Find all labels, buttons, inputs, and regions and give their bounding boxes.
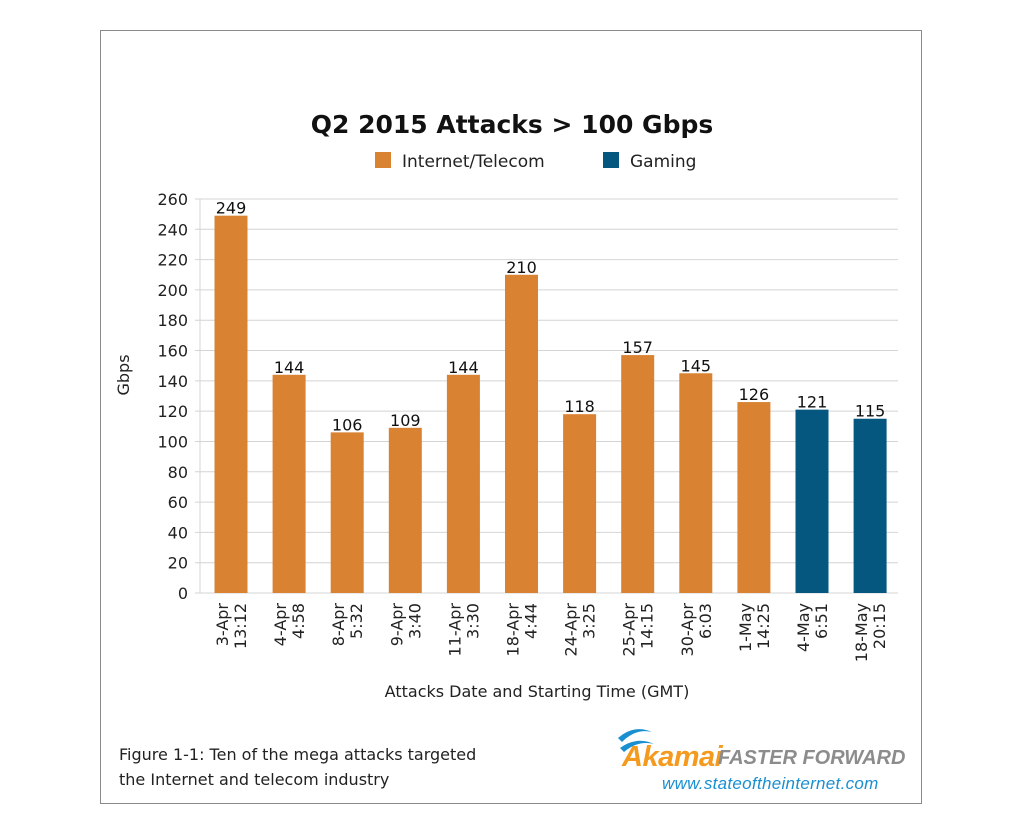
data-label-2: 106	[332, 415, 363, 434]
bar-11	[853, 418, 887, 593]
bar-7	[621, 355, 655, 593]
y-tick-label: 240	[157, 220, 188, 239]
x-tick-label-date: 4-Apr	[271, 603, 290, 647]
x-tick-label-time: 13:12	[231, 603, 250, 649]
legend-label-0: Internet/Telecom	[402, 152, 545, 172]
data-label-1: 144	[274, 358, 305, 377]
y-tick-label: 140	[157, 372, 188, 391]
figure-caption: Figure 1-1: Ten of the mega attacks targ…	[119, 742, 476, 792]
bar-8	[679, 373, 713, 593]
y-tick-label: 60	[168, 493, 188, 512]
x-tick-label-time: 14:25	[754, 603, 773, 649]
y-tick-label: 40	[168, 523, 188, 542]
data-label-3: 109	[390, 411, 421, 430]
x-tick-label-date: 8-Apr	[329, 603, 348, 647]
x-tick-label-time: 4:58	[289, 603, 308, 639]
y-axis-label: Gbps	[114, 354, 133, 395]
x-tick-label-time: 3:25	[580, 603, 599, 639]
x-tick-label-time: 3:30	[463, 603, 482, 639]
data-label-11: 115	[855, 402, 886, 421]
legend-swatch-1	[603, 152, 619, 168]
chart-title: Q2 2015 Attacks > 100 Gbps	[311, 110, 714, 139]
logo-url[interactable]: www.stateoftheinternet.com	[662, 774, 879, 793]
data-label-0: 249	[216, 199, 247, 218]
bar-3	[388, 427, 422, 593]
y-tick-label: 260	[157, 190, 188, 209]
x-tick-label-time: 14:15	[638, 603, 657, 649]
x-tick-label-time: 6:03	[696, 603, 715, 639]
x-axis-label: Attacks Date and Starting Time (GMT)	[385, 682, 690, 701]
x-tick-label-date: 30-Apr	[678, 603, 697, 657]
x-tick-label-date: 4-May	[794, 603, 813, 652]
x-tick-label-time: 5:32	[347, 603, 366, 639]
y-tick-label: 80	[168, 463, 188, 482]
legend-swatch-0	[375, 152, 391, 168]
data-label-10: 121	[797, 393, 828, 412]
bar-5	[505, 274, 538, 593]
x-tick-label-date: 1-May	[736, 603, 755, 652]
y-tick-label: 100	[157, 432, 188, 451]
x-tick-label-date: 24-Apr	[562, 603, 581, 657]
bar-4	[446, 374, 480, 593]
y-tick-label: 20	[168, 554, 188, 573]
bar-6	[563, 414, 597, 593]
data-label-8: 145	[681, 356, 712, 375]
bar-9	[737, 402, 771, 593]
figure-frame	[100, 30, 922, 804]
data-label-6: 118	[564, 397, 595, 416]
logo-brand: Akamai	[622, 741, 723, 773]
data-label-4: 144	[448, 358, 479, 377]
legend-label-1: Gaming	[630, 152, 696, 172]
y-tick-label: 120	[157, 402, 188, 421]
caption-line-2: the Internet and telecom industry	[119, 770, 390, 789]
data-label-9: 126	[739, 385, 770, 404]
x-tick-label-date: 18-May	[852, 603, 871, 662]
x-tick-label-date: 9-Apr	[387, 603, 406, 647]
y-tick-label: 220	[157, 251, 188, 270]
y-tick-label: 200	[157, 281, 188, 300]
x-tick-label-time: 3:40	[405, 603, 424, 639]
x-tick-label-time: 4:44	[522, 603, 541, 639]
akamai-swoosh-icon	[601, 724, 654, 777]
bar-1	[272, 374, 306, 593]
bar-10	[795, 409, 829, 593]
x-tick-label-date: 18-Apr	[504, 603, 523, 657]
x-tick-label-date: 3-Apr	[213, 603, 232, 647]
akamai-logo: Akamai FASTER FORWARD www.stateoftheinte…	[596, 718, 916, 794]
x-tick-label-date: 11-Apr	[445, 603, 464, 657]
x-tick-label-time: 20:15	[870, 603, 889, 649]
bar-2	[330, 432, 364, 593]
y-tick-label: 160	[157, 342, 188, 361]
y-tick-label: 0	[178, 584, 188, 603]
y-tick-label: 180	[157, 311, 188, 330]
data-label-5: 210	[506, 258, 537, 277]
x-tick-label-date: 25-Apr	[620, 603, 639, 657]
bar-0	[214, 215, 248, 593]
x-tick-label-time: 6:51	[812, 603, 831, 639]
caption-line-1: Figure 1-1: Ten of the mega attacks targ…	[119, 745, 477, 764]
logo-tagline: FASTER FORWARD	[718, 747, 906, 769]
data-label-7: 157	[622, 338, 653, 357]
